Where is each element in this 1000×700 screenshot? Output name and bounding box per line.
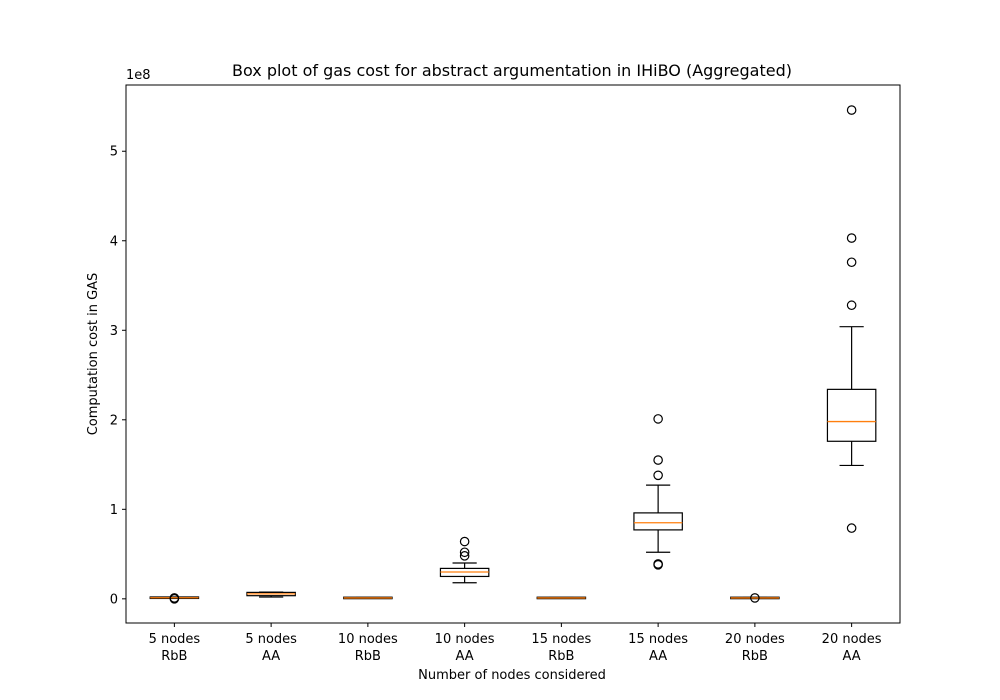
outlier-point [459, 551, 470, 561]
outlier-point [846, 523, 857, 533]
x-tick-label-line1: 5 nodes [245, 632, 297, 647]
y-tick-label: 5 [110, 145, 118, 160]
plot-area [149, 105, 877, 604]
x-tick-label-line2: RbB [355, 649, 381, 664]
y-axis-label: Computation cost in GAS [86, 273, 101, 436]
y-tick-label: 1 [110, 503, 118, 518]
box-group [246, 591, 296, 598]
outlier-point [846, 300, 857, 311]
x-tick-label-line1: 10 nodes [338, 632, 398, 647]
x-tick-label-line1: 20 nodes [822, 632, 882, 647]
x-tick-label-line2: AA [262, 649, 280, 664]
x-tick-label-line1: 20 nodes [725, 632, 785, 647]
y-tick-label: 0 [110, 592, 118, 607]
x-tick-label-line1: 10 nodes [435, 632, 495, 647]
outlier-point [653, 470, 663, 481]
box-iqr [633, 512, 683, 531]
y-tick-label: 3 [110, 324, 118, 339]
chart-title: Box plot of gas cost for abstract argume… [232, 61, 792, 80]
x-tick-label-line2: AA [649, 649, 667, 664]
box-group [439, 536, 490, 584]
plot-frame [125, 84, 901, 624]
outlier-point [846, 257, 857, 268]
outlier-point [459, 536, 470, 547]
outlier-point [750, 593, 760, 603]
outlier-point [846, 233, 857, 243]
box-group [826, 105, 877, 533]
outlier-point [653, 559, 663, 569]
x-tick-label-line1: 15 nodes [628, 632, 688, 647]
box-iqr [826, 388, 877, 442]
x-tick-label-line2: AA [843, 649, 861, 664]
outlier-point [846, 105, 857, 115]
x-tick-label-line2: AA [456, 649, 474, 664]
box-group [536, 596, 587, 600]
box-group [149, 593, 200, 604]
x-tick-label-line2: RbB [742, 649, 768, 664]
y-axis: 0 1 2 3 4 5 [110, 145, 126, 607]
x-tick-label-line2: RbB [548, 649, 574, 664]
x-axis-label: Number of nodes considered [418, 668, 606, 683]
y-tick-label: 2 [110, 413, 118, 428]
x-tick-label-line1: 5 nodes [149, 632, 201, 647]
x-tick-label-line1: 15 nodes [531, 632, 591, 647]
box-group [633, 414, 683, 570]
y-axis-multiplier: 1e8 [126, 68, 151, 83]
x-axis: 5 nodes RbB 5 nodes AA 10 nodes RbB 10 nodes AA… [149, 623, 882, 664]
outlier-point [169, 593, 180, 603]
outlier-point [653, 455, 663, 465]
box-group [730, 593, 780, 603]
outlier-point [653, 414, 663, 424]
y-tick-label: 4 [110, 234, 118, 249]
outlier-point [459, 547, 470, 558]
x-tick-label-line2: RbB [161, 649, 187, 664]
box-group [343, 596, 393, 600]
